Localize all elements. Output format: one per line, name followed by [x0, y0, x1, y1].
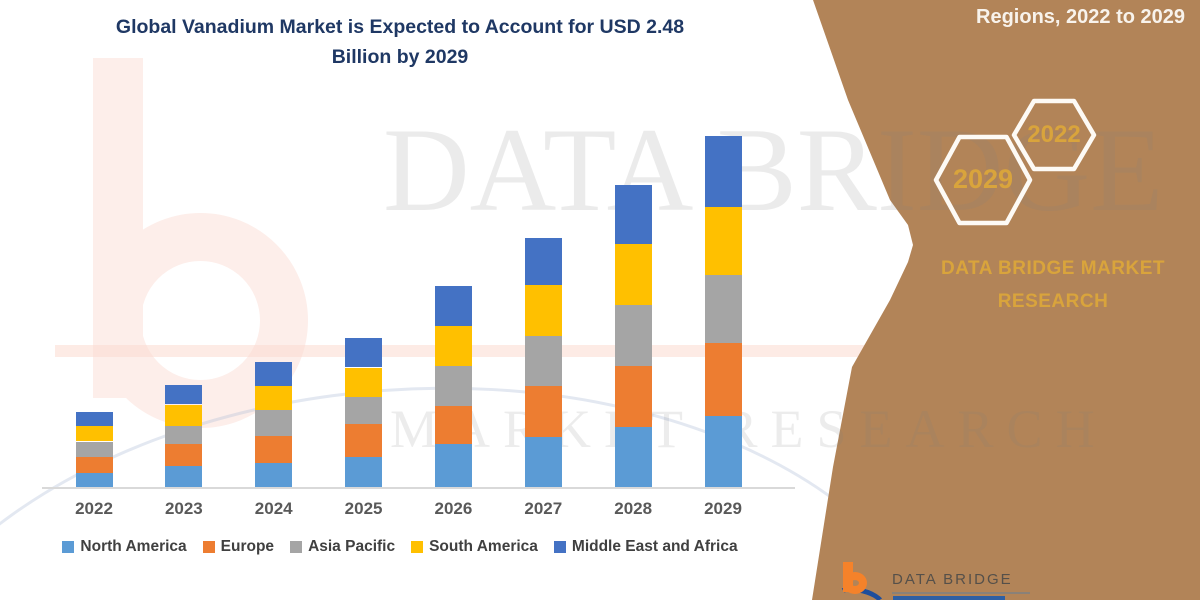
footer-logo-b-bowl [843, 572, 867, 594]
bar-segment-asia-pacific-2022 [75, 441, 113, 458]
bar-segment-south-america-2027 [524, 284, 562, 337]
footer-logo-wordmark: DATA BRIDGE [892, 571, 1013, 588]
bar-segment-europe-2029 [704, 343, 742, 416]
legend-swatch-north-america [62, 541, 75, 553]
chart-legend: North America Europe Asia Pacific South Ame… [0, 538, 800, 556]
bar-segment-south-america-2028 [614, 243, 652, 305]
bar-segment-south-america-2024 [255, 386, 293, 411]
x-axis-label-2025: 2025 [344, 499, 383, 518]
bar-segment-europe-2028 [614, 366, 652, 428]
hexagon-2022-outline [1011, 98, 1097, 172]
x-axis-line [42, 487, 795, 489]
legend-swatch-asia-pacific [290, 541, 303, 553]
chart-title-line2: Billion by 2029 [331, 46, 469, 68]
panel-brand-line2: RESEARCH [997, 291, 1109, 312]
legend-label-europe: Europe [220, 538, 275, 555]
x-axis-label-2027: 2027 [524, 499, 563, 518]
bar-segment-north-america-2029 [704, 415, 742, 488]
x-axis-label-2023: 2023 [164, 499, 203, 518]
bar-segment-europe-2024 [255, 435, 293, 463]
legend-swatch-south-america [411, 541, 424, 553]
bar-segment-asia-pacific-2028 [614, 304, 652, 367]
bar-segment-north-america-2025 [345, 457, 383, 487]
footer-logo-cropped-line [893, 596, 1005, 600]
legend-item-europe: Europe [202, 538, 275, 556]
x-axis-label-2026: 2026 [434, 499, 473, 518]
stacked-bar-chart: 2022 2023 2024 2025 2026 2027 2028 2029 [75, 135, 742, 518]
bar-segment-middle-east-and-africa-2029 [704, 135, 742, 207]
bar-segment-europe-2027 [524, 386, 562, 438]
x-axis-label-2029: 2029 [704, 499, 742, 518]
bar-segment-north-america-2023 [165, 465, 203, 487]
market-research-text-watermark: MARKET RESEARCH [390, 399, 1108, 459]
bar-segment-middle-east-and-africa-2025 [345, 337, 383, 368]
bar-segment-middle-east-and-africa-2028 [614, 185, 652, 244]
panel-brand-caption: DATA BRIDGE MARKET RESEARCH [928, 252, 1178, 318]
chart-title: Global Vanadium Market is Expected to Ac… [40, 12, 760, 72]
bar-segment-europe-2025 [345, 424, 383, 458]
bar-segment-europe-2023 [165, 444, 203, 466]
legend-item-asia-pacific: Asia Pacific [290, 538, 395, 556]
bar-segment-asia-pacific-2027 [524, 336, 562, 386]
bar-segment-europe-2026 [434, 405, 472, 445]
x-axis-label-2024: 2024 [254, 499, 293, 518]
footer-logo-rule [892, 592, 1030, 594]
bar-segment-middle-east-and-africa-2026 [434, 286, 472, 327]
bar-segment-south-america-2022 [75, 425, 113, 442]
hexagon-2022-label: 2022 [1027, 121, 1081, 148]
legend-item-middle-east-and-africa: Middle East and Africa [553, 538, 738, 556]
panel-caption: Regions, 2022 to 2029 [976, 6, 1185, 28]
bar-segment-south-america-2029 [704, 206, 742, 275]
bar-segment-south-america-2025 [345, 367, 383, 398]
bar-segment-europe-2022 [75, 457, 113, 473]
bar-segment-north-america-2026 [434, 444, 472, 487]
legend-label-middle-east-and-africa: Middle East and Africa [571, 538, 738, 555]
legend-label-south-america: South America [429, 538, 538, 555]
bar-segment-south-america-2023 [165, 404, 203, 426]
legend-label-asia-pacific: Asia Pacific [308, 538, 396, 555]
legend-swatch-europe [202, 541, 215, 553]
pink-highlight-band [55, 345, 908, 357]
hexagon-2029-outline [933, 134, 1033, 226]
bar-segment-asia-pacific-2023 [165, 425, 203, 445]
bar-segment-middle-east-and-africa-2027 [524, 238, 562, 285]
legend-swatch-middle-east-and-africa [553, 541, 566, 553]
bar-segment-asia-pacific-2024 [255, 410, 293, 436]
chart-title-line1: Global Vanadium Market is Expected to Ac… [115, 16, 685, 38]
x-axis-label-2028: 2028 [614, 499, 653, 518]
bar-segment-middle-east-and-africa-2022 [75, 411, 113, 426]
bar-segment-north-america-2028 [614, 427, 652, 487]
bar-segment-north-america-2027 [524, 437, 562, 487]
bar-segment-south-america-2026 [434, 326, 472, 366]
bar-segment-asia-pacific-2026 [434, 366, 472, 406]
hexagon-2029-label: 2029 [952, 164, 1014, 194]
panel-brand-line1: DATA BRIDGE MARKET [941, 258, 1165, 279]
bar-segment-middle-east-and-africa-2024 [255, 361, 293, 386]
bar-segment-asia-pacific-2025 [345, 397, 383, 425]
bar-segment-asia-pacific-2029 [704, 275, 742, 344]
bar-segment-north-america-2022 [75, 472, 113, 487]
bar-segment-middle-east-and-africa-2023 [165, 384, 203, 405]
x-axis-label-2022: 2022 [75, 499, 113, 518]
legend-item-south-america: South America [411, 538, 538, 556]
hexagon-badges [933, 98, 1097, 226]
legend-label-north-america: North America [80, 538, 187, 555]
legend-item-north-america: North America [62, 538, 187, 556]
bar-segment-north-america-2024 [255, 462, 293, 487]
